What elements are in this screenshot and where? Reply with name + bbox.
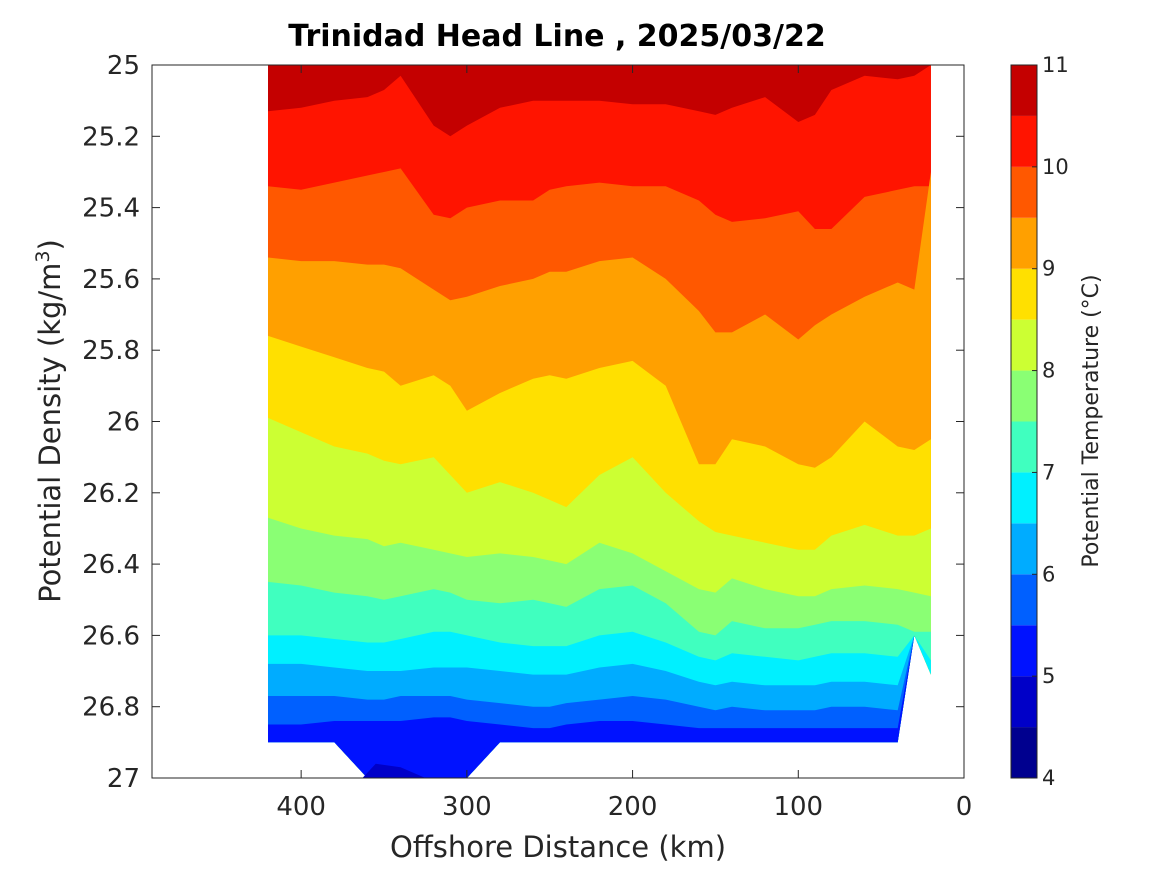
colorbar-segment xyxy=(1011,268,1037,320)
colorbar-segment xyxy=(1011,523,1037,575)
colorbar-segment xyxy=(1011,115,1037,167)
y-tick-label: 26.6 xyxy=(82,621,140,651)
colorbar: 4 5 6 7 8 9 10 11 xyxy=(1010,53,1069,790)
colorbar-tick-label: 5 xyxy=(1042,664,1055,688)
y-tick-label: 26 xyxy=(107,408,140,438)
y-axis-label-main: Potential Density (kg/m xyxy=(33,263,67,603)
chart-title: Trinidad Head Line , 2025/03/22 xyxy=(288,19,825,54)
colorbar-segment xyxy=(1011,574,1037,626)
y-tick-label: 26.4 xyxy=(82,550,140,580)
y-tick-label: 27 xyxy=(107,764,140,794)
y-tick-label: 26.8 xyxy=(82,693,140,723)
colorbar-tick-label: 10 xyxy=(1042,155,1069,179)
y-axis: 25 25.2 25.4 25.6 25.8 26 26.2 26.4 26.6 26.8 27 xyxy=(82,51,964,794)
colorbar-tick-label: 11 xyxy=(1042,53,1069,77)
y-axis-label: Potential Density (kg/m3) xyxy=(32,239,67,603)
y-tick-label: 25.4 xyxy=(82,194,140,224)
colorbar-segment xyxy=(1011,370,1037,422)
colorbar-tick-label: 4 xyxy=(1042,766,1055,790)
colorbar-segment xyxy=(1011,472,1037,524)
x-tick-label: 400 xyxy=(276,792,326,822)
y-tick-label: 26.2 xyxy=(82,479,140,509)
x-tick-label: 200 xyxy=(608,792,658,822)
colorbar-segment xyxy=(1011,319,1037,371)
y-axis-label-close: ) xyxy=(33,239,67,250)
y-tick-label: 25.8 xyxy=(82,336,140,366)
y-tick-label: 25.2 xyxy=(82,122,140,152)
x-tick-label: 0 xyxy=(956,792,973,822)
colorbar-tick-label: 7 xyxy=(1042,460,1055,484)
y-tick-label: 25.6 xyxy=(82,265,140,295)
temperature-bands xyxy=(268,65,931,778)
x-axis: 400 300 200 100 0 xyxy=(276,65,972,822)
colorbar-tick-label: 9 xyxy=(1042,257,1055,281)
colorbar-segment xyxy=(1011,65,1037,116)
colorbar-segment xyxy=(1011,727,1037,778)
x-axis-label: Offshore Distance (km) xyxy=(390,830,726,864)
x-tick-label: 300 xyxy=(442,792,492,822)
colorbar-tick-label: 8 xyxy=(1042,359,1055,383)
colorbar-label: Potential Temperature (°C) xyxy=(1079,274,1104,567)
colorbar-segment xyxy=(1011,217,1037,269)
colorbar-frame xyxy=(1010,64,1038,779)
band-deep-core xyxy=(362,763,426,778)
colorbar-tick-label: 6 xyxy=(1042,562,1055,586)
colorbar-segment xyxy=(1011,676,1037,728)
colorbar-segment xyxy=(1011,421,1037,473)
colorbar-segment xyxy=(1011,166,1037,218)
y-axis-label-superscript: 3 xyxy=(32,250,54,262)
x-tick-label: 100 xyxy=(773,792,823,822)
colorbar-segment xyxy=(1011,625,1037,677)
y-tick-label: 25 xyxy=(107,51,140,81)
